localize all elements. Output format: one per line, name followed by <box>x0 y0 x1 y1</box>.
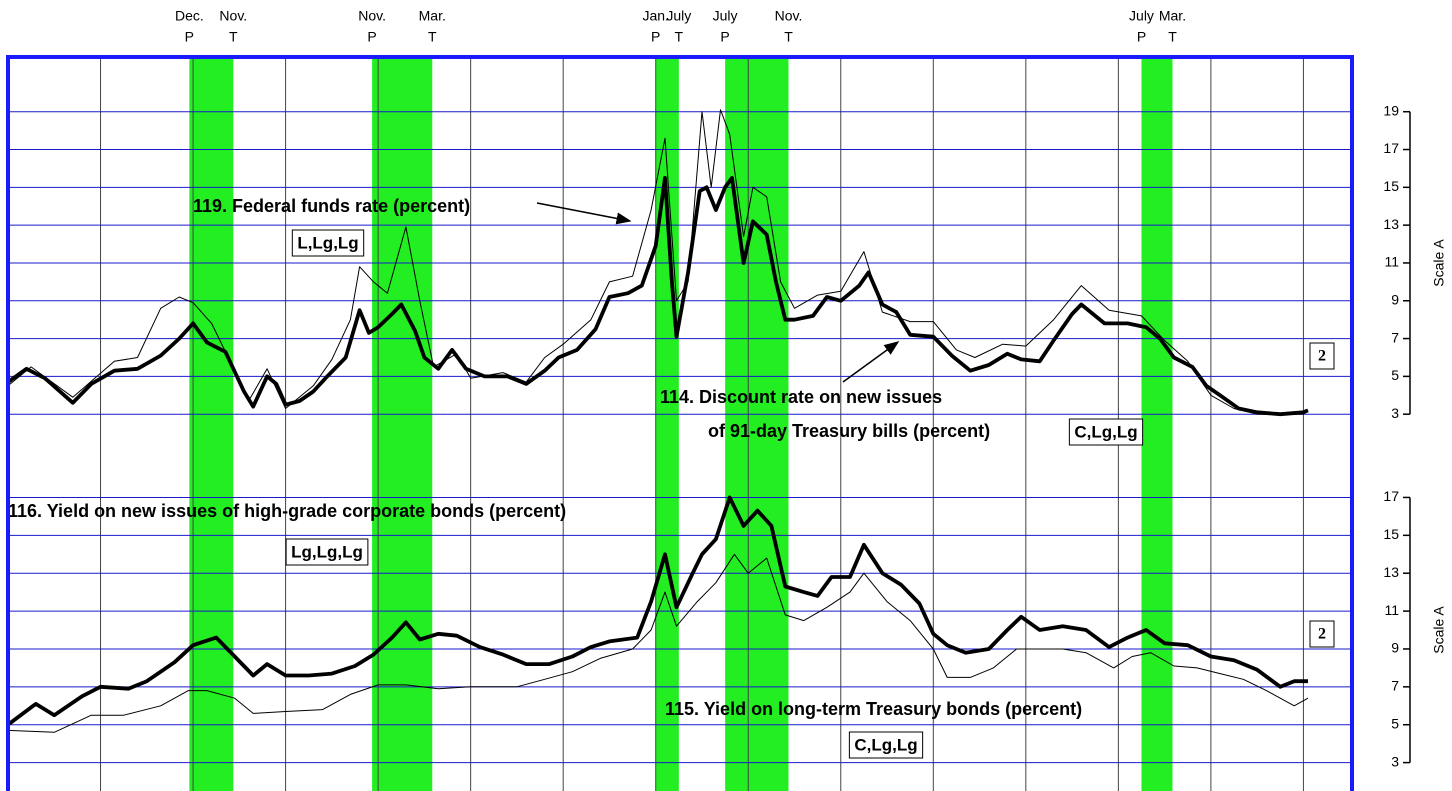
peak-marker: P <box>720 29 729 45</box>
series-code: Lg,Lg,Lg <box>291 542 363 561</box>
arrow <box>536 202 632 225</box>
recession-band <box>1141 57 1173 791</box>
recession-band <box>372 57 433 791</box>
peak-month: July <box>1129 8 1154 24</box>
y-tick-label: 7 <box>1391 678 1399 694</box>
peak-month: July <box>713 8 738 24</box>
peak-marker: P <box>651 29 660 45</box>
series-line <box>7 553 1309 733</box>
recession-band <box>655 57 679 791</box>
trough-marker: T <box>428 29 437 45</box>
y-tick-label: 7 <box>1391 329 1399 345</box>
peak-marker: P <box>1137 29 1146 45</box>
y-tick-label: 3 <box>1391 405 1399 421</box>
y-tick-label: 9 <box>1391 291 1399 307</box>
y-tick-label: 9 <box>1391 640 1399 656</box>
y-tick-label: 15 <box>1383 178 1399 194</box>
y-tick-label: 17 <box>1383 140 1399 156</box>
trough-month: Nov. <box>219 8 247 24</box>
series-label: of 91-day Treasury bills (percent) <box>708 421 990 441</box>
series-line <box>7 109 1309 415</box>
note-number: 2 <box>1318 626 1326 643</box>
y-tick-label: 5 <box>1391 367 1399 383</box>
trough-month: July <box>666 8 691 24</box>
peak-month: Jan. <box>642 8 668 24</box>
series-label: 115. Yield on long-term Treasury bonds (… <box>665 699 1082 719</box>
y-tick-label: 13 <box>1383 216 1399 232</box>
peak-month: Dec. <box>175 8 204 24</box>
code-box <box>1068 418 1144 446</box>
series-label: 116. Yield on new issues of high-grade c… <box>8 501 566 521</box>
note-box <box>1309 620 1335 648</box>
series-code: L,Lg,Lg <box>297 233 358 252</box>
peak-month: Nov. <box>358 8 386 24</box>
y-tick-label: 11 <box>1384 254 1399 270</box>
trough-marker: T <box>675 29 684 45</box>
frame <box>6 55 1354 791</box>
y-tick-label: 13 <box>1383 564 1399 580</box>
note-box <box>1309 342 1335 370</box>
y-tick-label: 3 <box>1391 753 1399 769</box>
peak-marker: P <box>367 29 376 45</box>
arrow <box>842 341 900 383</box>
trough-marker: T <box>229 29 238 45</box>
code-box <box>285 538 369 566</box>
series-label: 119. Federal funds rate (percent) <box>193 196 470 216</box>
trough-month: Mar. <box>1159 8 1186 24</box>
series-line <box>6 495 1308 727</box>
trough-marker: T <box>1168 29 1177 45</box>
y-tick-label: 17 <box>1383 488 1399 504</box>
trough-marker: T <box>784 29 793 45</box>
series-code: C,Lg,Lg <box>854 735 917 754</box>
y-tick-label: 5 <box>1391 715 1399 731</box>
y-tick-label: 11 <box>1384 602 1399 618</box>
series-line <box>6 176 1309 417</box>
recession-band <box>189 57 234 791</box>
peak-marker: P <box>185 29 194 45</box>
y-tick-label: 15 <box>1383 526 1399 542</box>
series-label: 114. Discount rate on new issues <box>660 387 942 407</box>
y-tick-label: 19 <box>1383 102 1399 118</box>
code-box <box>848 731 924 759</box>
y-axis-label: Scale A <box>1431 239 1447 287</box>
trough-month: Nov. <box>775 8 803 24</box>
trough-month: Mar. <box>419 8 446 24</box>
note-number: 2 <box>1318 348 1326 365</box>
code-box <box>291 229 365 257</box>
series-code: C,Lg,Lg <box>1074 422 1137 441</box>
y-axis-label: Scale A <box>1431 606 1447 654</box>
